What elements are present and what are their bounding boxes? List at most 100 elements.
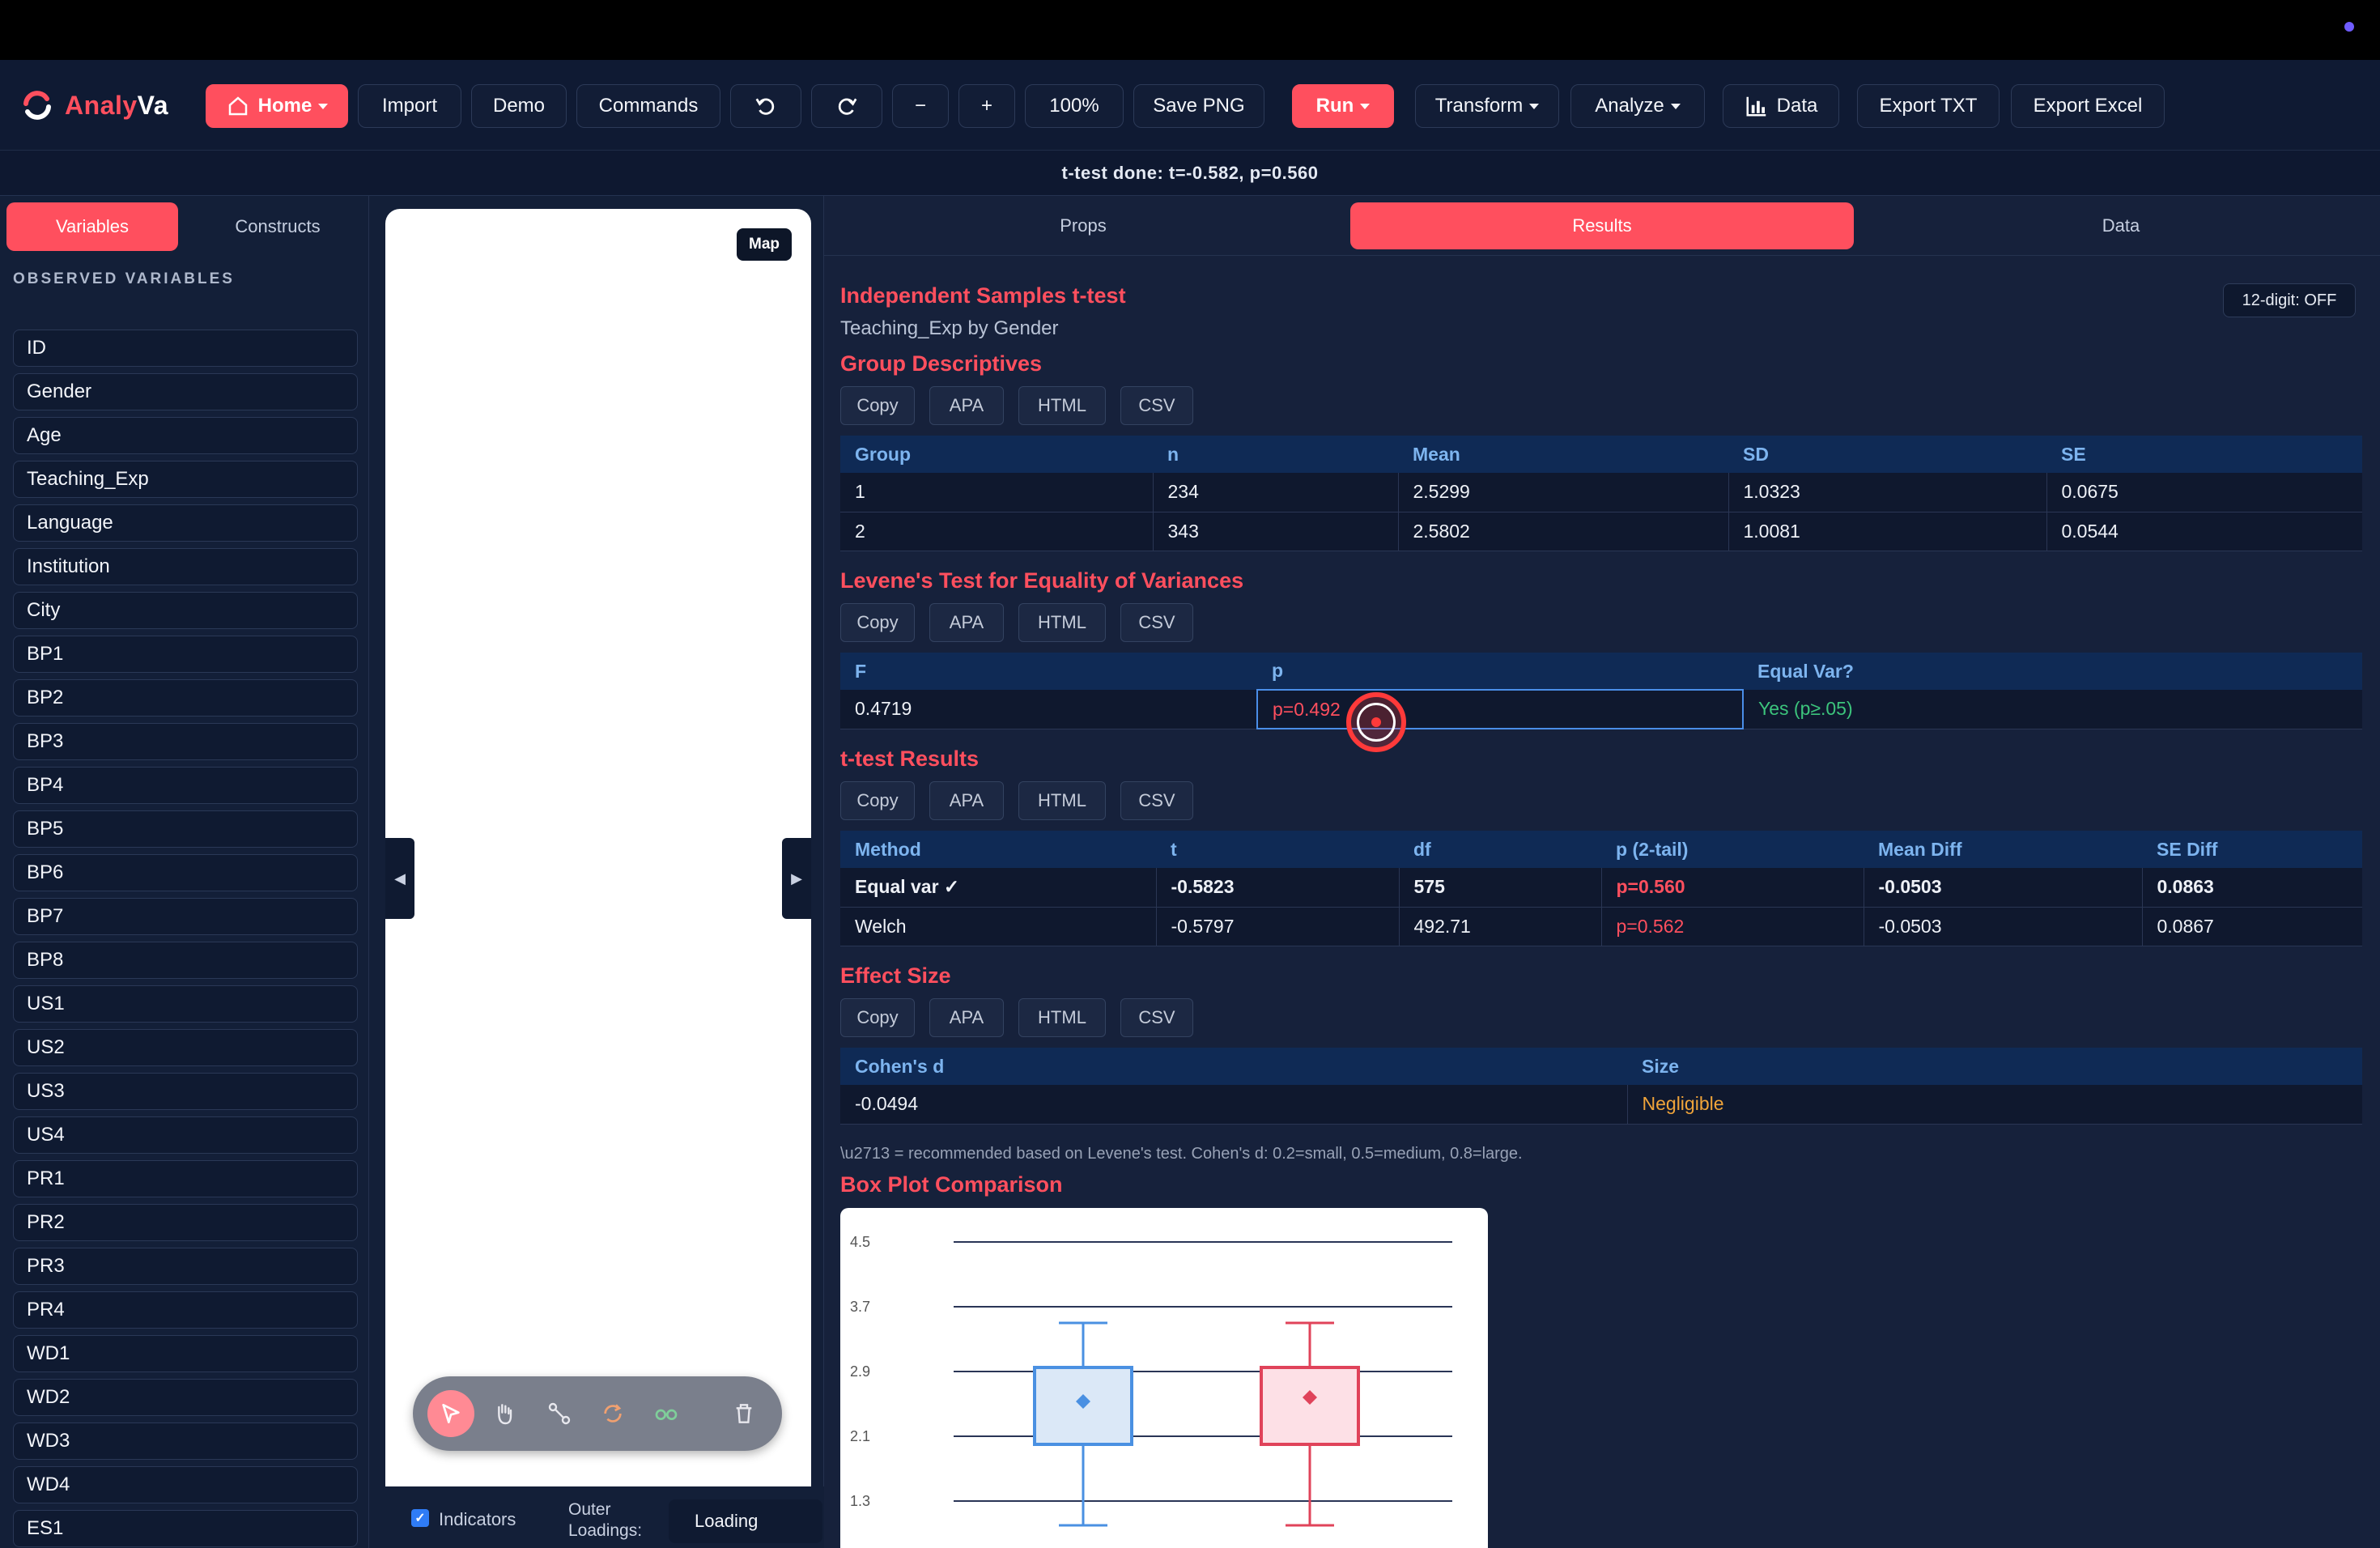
variable-item[interactable]: Age <box>13 417 358 454</box>
html-button[interactable]: HTML <box>1018 998 1106 1037</box>
variable-item[interactable]: PR3 <box>13 1248 358 1285</box>
csv-button[interactable]: CSV <box>1120 998 1193 1037</box>
html-button[interactable]: HTML <box>1018 386 1106 425</box>
tab-data[interactable]: Data <box>2102 215 2140 236</box>
outer-loadings-select[interactable]: Loading <box>669 1499 822 1543</box>
digit-toggle-button[interactable]: 12-digit: OFF <box>2223 283 2356 317</box>
variable-item[interactable]: BP3 <box>13 723 358 760</box>
tab-props[interactable]: Props <box>1060 215 1107 236</box>
tab-results[interactable]: Results <box>1350 202 1854 249</box>
save-png-button[interactable]: Save PNG <box>1133 84 1264 128</box>
csv-button[interactable]: CSV <box>1120 386 1193 425</box>
variable-item[interactable]: WD3 <box>13 1423 358 1460</box>
rotate-tool-button[interactable] <box>589 1390 636 1437</box>
copy-button[interactable]: Copy <box>840 386 915 425</box>
redo-icon <box>838 98 857 115</box>
import-button[interactable]: Import <box>358 84 461 128</box>
apa-button[interactable]: APA <box>929 603 1004 642</box>
boxplot-chart: 4.5 3.7 2.9 2.1 1.3 <box>840 1208 1488 1548</box>
chevron-left-icon: ◀ <box>394 870 406 887</box>
variable-item[interactable]: WD2 <box>13 1379 358 1416</box>
variable-item[interactable]: Language <box>13 504 358 542</box>
apa-button[interactable]: APA <box>929 781 1004 820</box>
export-excel-button[interactable]: Export Excel <box>2011 84 2165 128</box>
table-header: SE Diff <box>2142 831 2362 868</box>
logo-text: AnalyVa <box>65 90 169 120</box>
tab-constructs[interactable]: Constructs <box>235 216 321 236</box>
zoom-in-button[interactable]: + <box>958 84 1015 128</box>
collapse-left-button[interactable]: ◀ <box>385 838 414 919</box>
group-descriptives-table: Group n Mean SD SE 1 234 2.5299 1.0323 0… <box>840 436 2362 551</box>
ttest-table: Method t df p (2-tail) Mean Diff SE Diff… <box>840 831 2362 946</box>
zoom-level[interactable]: 100% <box>1025 84 1124 128</box>
model-canvas-panel: Map <box>369 196 824 1548</box>
undo-icon <box>755 98 775 115</box>
delete-tool-button[interactable] <box>720 1390 767 1437</box>
variable-item[interactable]: BP7 <box>13 898 358 935</box>
copy-button[interactable]: Copy <box>840 781 915 820</box>
box <box>1260 1366 1360 1446</box>
variable-item[interactable]: City <box>13 592 358 629</box>
variable-item[interactable]: PR2 <box>13 1204 358 1241</box>
undo-button[interactable] <box>730 84 801 128</box>
test-subtitle: Teaching_Exp by Gender <box>840 317 1059 339</box>
apa-button[interactable]: APA <box>929 998 1004 1037</box>
levene-title: Levene's Test for Equality of Variances <box>840 568 1244 593</box>
variable-item[interactable]: BP2 <box>13 679 358 717</box>
indicators-checkbox[interactable]: ✓ <box>411 1509 429 1527</box>
variable-item[interactable]: WD1 <box>13 1335 358 1372</box>
connect-tool-button[interactable] <box>536 1390 583 1437</box>
copy-button[interactable]: Copy <box>840 998 915 1037</box>
home-button[interactable]: Home <box>206 84 348 128</box>
variable-item[interactable]: Institution <box>13 548 358 585</box>
select-tool-button[interactable] <box>427 1390 474 1437</box>
variable-item[interactable]: PR4 <box>13 1291 358 1329</box>
selected-cell[interactable]: p=0.492 <box>1256 689 1744 729</box>
variable-item[interactable]: US4 <box>13 1116 358 1154</box>
variable-item[interactable]: BP5 <box>13 810 358 848</box>
variable-item[interactable]: BP8 <box>13 942 358 979</box>
variable-item[interactable]: WD4 <box>13 1466 358 1503</box>
analyze-button[interactable]: Analyze <box>1570 84 1705 128</box>
table-cell: 2.5802 <box>1398 512 1729 551</box>
variable-item[interactable]: US3 <box>13 1073 358 1110</box>
pan-tool-button[interactable] <box>481 1390 528 1437</box>
variable-item[interactable]: PR1 <box>13 1160 358 1197</box>
variable-item[interactable]: Gender <box>13 373 358 410</box>
csv-button[interactable]: CSV <box>1120 781 1193 820</box>
model-canvas[interactable]: Map <box>385 209 811 1493</box>
run-button[interactable]: Run <box>1292 84 1394 128</box>
map-button[interactable]: Map <box>737 228 792 261</box>
view-tool-button[interactable] <box>643 1390 690 1437</box>
html-button[interactable]: HTML <box>1018 781 1106 820</box>
demo-button[interactable]: Demo <box>471 84 567 128</box>
data-button[interactable]: Data <box>1723 84 1839 128</box>
html-button[interactable]: HTML <box>1018 603 1106 642</box>
zoom-out-button[interactable]: − <box>892 84 949 128</box>
table-header: Mean Diff <box>1864 831 2142 868</box>
variable-item[interactable]: US2 <box>13 1029 358 1066</box>
table-cell: 0.4719 <box>840 690 1258 729</box>
chevron-down-icon <box>1670 103 1681 109</box>
commands-button[interactable]: Commands <box>576 84 720 128</box>
variable-item[interactable]: BP4 <box>13 767 358 804</box>
variable-item[interactable]: ID <box>13 330 358 367</box>
table-row: Welch -0.5797 492.71 p=0.562 -0.0503 0.0… <box>840 907 2362 946</box>
variable-item[interactable]: BP6 <box>13 854 358 891</box>
csv-button[interactable]: CSV <box>1120 603 1193 642</box>
apa-button[interactable]: APA <box>929 386 1004 425</box>
table-row: Equal var ✓ -0.5823 575 p=0.560 -0.0503 … <box>840 868 2362 908</box>
status-bar: t-test done: t=-0.582, p=0.560 <box>0 151 2380 196</box>
variable-item[interactable]: ES1 <box>13 1510 358 1547</box>
collapse-right-button[interactable]: ▶ <box>782 838 811 919</box>
variable-item[interactable]: BP1 <box>13 636 358 673</box>
variable-item[interactable]: US1 <box>13 985 358 1023</box>
variable-item[interactable]: Teaching_Exp <box>13 461 358 498</box>
table-cell: 0.0675 <box>2046 473 2362 512</box>
export-txt-button[interactable]: Export TXT <box>1857 84 2000 128</box>
tab-variables[interactable]: Variables <box>6 202 178 251</box>
group-desc-export-buttons: Copy APA HTML CSV <box>840 386 1208 425</box>
transform-button[interactable]: Transform <box>1415 84 1559 128</box>
copy-button[interactable]: Copy <box>840 603 915 642</box>
redo-button[interactable] <box>811 84 882 128</box>
